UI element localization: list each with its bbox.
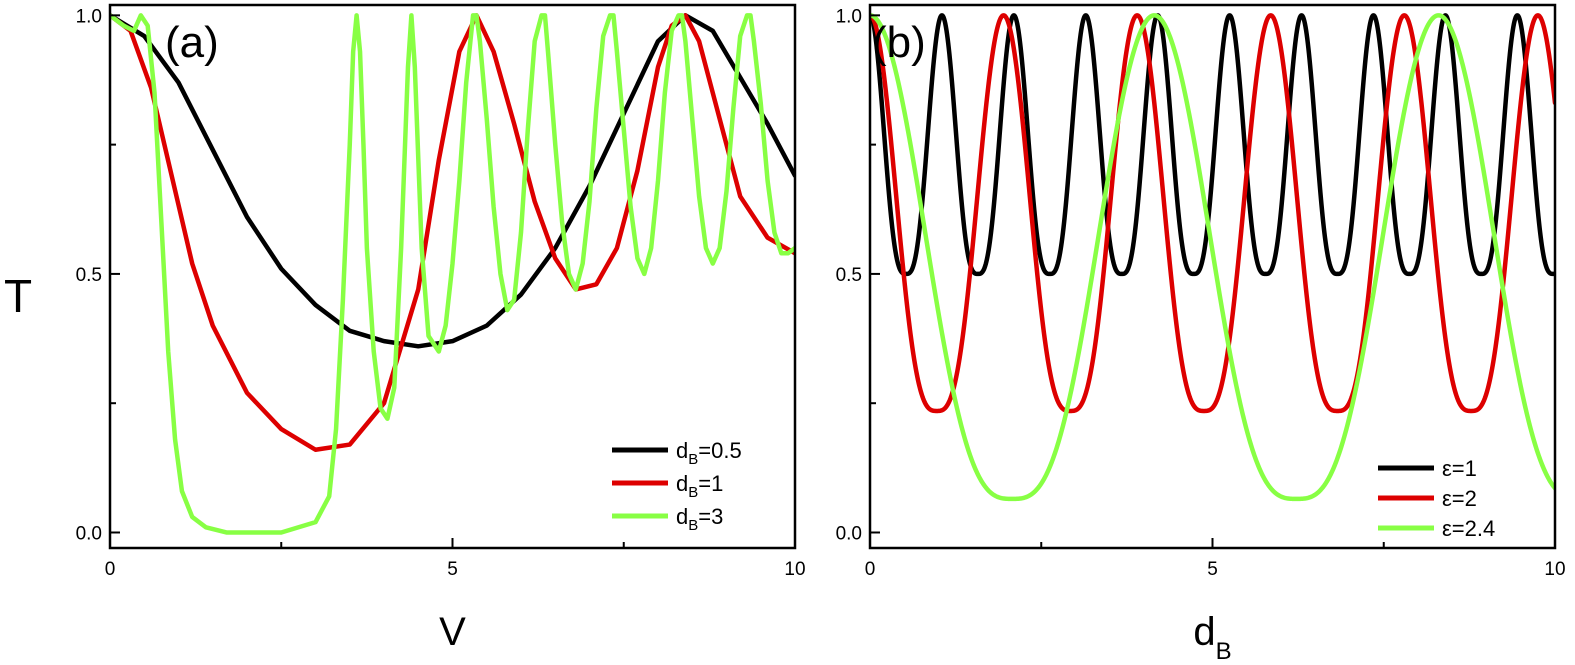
shared-y-axis-title: T: [4, 270, 32, 322]
legend-label: dB=0.5: [676, 438, 742, 468]
x-tick-label: 5: [1207, 559, 1218, 580]
legend-label: ε=2: [1442, 486, 1477, 511]
x-axis-title: V: [439, 610, 466, 654]
legend-label: dB=3: [676, 504, 723, 534]
series-line-1: [870, 13, 1555, 277]
x-tick-label: 0: [865, 559, 876, 580]
panel-label: (a): [165, 18, 219, 67]
x-tick-label: 10: [784, 559, 805, 580]
series-line-2: [110, 13, 795, 452]
y-tick-label: 1.0: [76, 6, 102, 27]
series-line-1: [110, 13, 795, 349]
y-tick-label: 0.0: [76, 523, 102, 544]
panel-a: 0 5 10 0.0 0.5 1.0 V (a) dB=0.5dB=1dB=3: [76, 3, 806, 654]
y-tick-label: 0.0: [836, 523, 862, 544]
series-line-3: [110, 13, 795, 535]
series-line-2: [870, 13, 1555, 414]
y-tick-label: 1.0: [836, 6, 862, 27]
series-line-3: [870, 13, 1555, 502]
panel-label: (b): [872, 18, 926, 67]
legend-label: dB=1: [676, 471, 723, 501]
x-tick-label: 10: [1544, 559, 1565, 580]
y-tick-label: 0.5: [76, 265, 102, 286]
legend-label: ε=1: [1442, 456, 1477, 481]
x-tick-label: 5: [447, 559, 458, 580]
legend-label: ε=2.4: [1442, 516, 1495, 541]
x-axis-title: dB: [1193, 610, 1231, 665]
panel-b: 0 5 10 0.0 0.5 1.0 dB (b) ε=1 ε=2 ε=2.4: [836, 3, 1566, 665]
x-tick-label: 0: [105, 559, 116, 580]
y-tick-label: 0.5: [836, 265, 862, 286]
